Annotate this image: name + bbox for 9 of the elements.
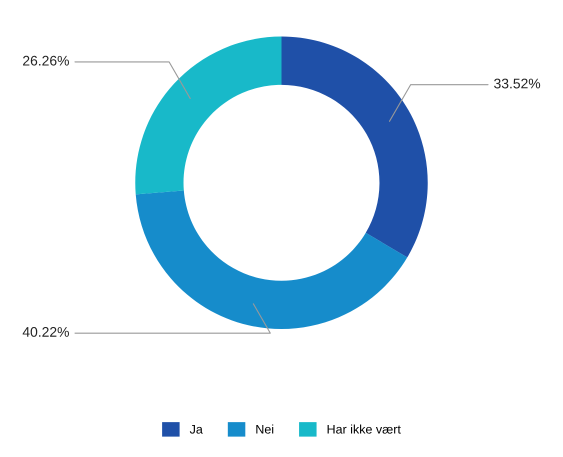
data-label: 33.52% bbox=[494, 78, 540, 88]
legend-label: Nei bbox=[256, 424, 274, 434]
donut-slice bbox=[282, 36, 428, 258]
data-label: 40.22% bbox=[22, 327, 69, 337]
data-label: 26.26% bbox=[23, 56, 69, 66]
donut-slice bbox=[135, 36, 282, 194]
legend-label: Har ikke vært bbox=[328, 424, 401, 434]
donut-slice bbox=[136, 190, 408, 330]
legend-label: Ja bbox=[190, 424, 203, 434]
